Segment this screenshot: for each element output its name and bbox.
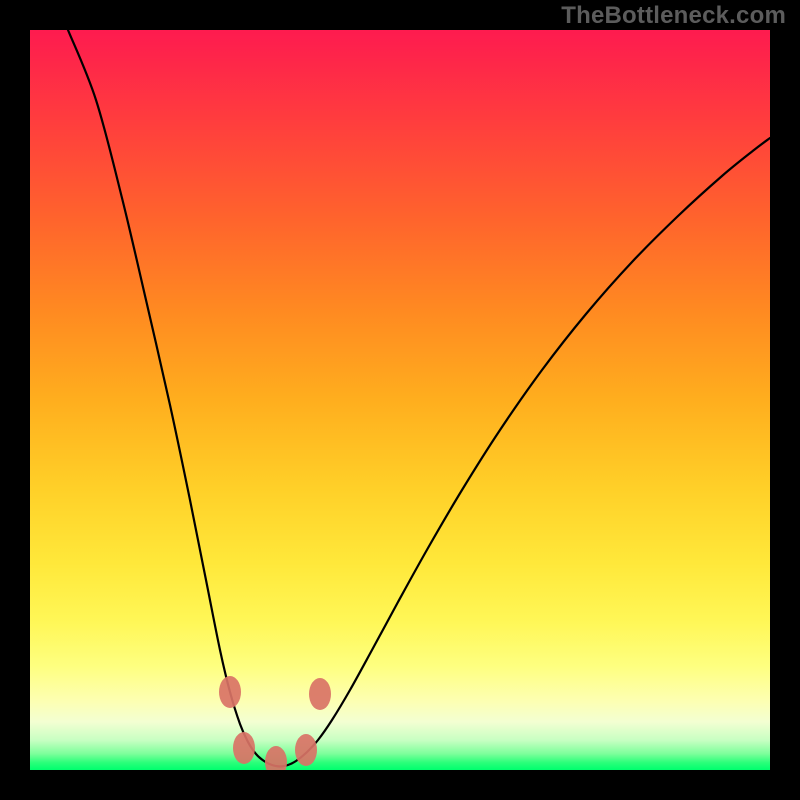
marker-dot <box>295 734 317 766</box>
watermark-text: TheBottleneck.com <box>561 2 786 30</box>
chart-svg <box>30 30 770 770</box>
marker-dot <box>219 676 241 708</box>
outer-frame: TheBottleneck.com <box>0 0 800 800</box>
gradient-background <box>30 30 770 770</box>
marker-dot <box>233 732 255 764</box>
plot-area <box>30 30 770 770</box>
marker-dot <box>309 678 331 710</box>
